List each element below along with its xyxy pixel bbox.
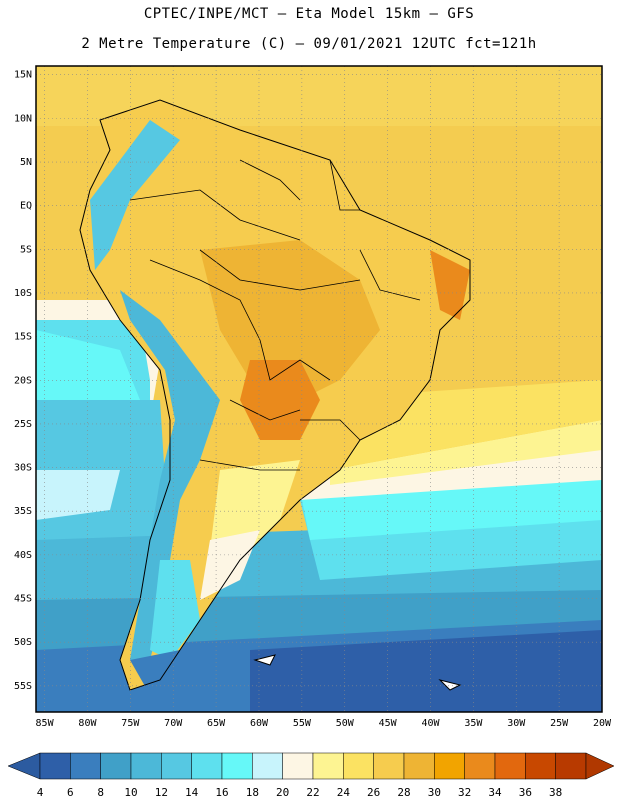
lon-tick-label: 80W (78, 718, 97, 729)
lon-tick-label: 35W (464, 718, 483, 729)
lon-tick-label: 55W (293, 718, 312, 729)
colorbar-swatch (252, 752, 283, 780)
colorbar-below-arrow (7, 752, 41, 780)
lon-tick-label: 20W (593, 718, 612, 729)
lat-tick-label: 55S (14, 681, 32, 692)
colorbar-swatch (221, 752, 253, 780)
colorbar-swatch (464, 752, 496, 780)
temperature-field (36, 66, 602, 712)
colorbar-level-label: 30 (428, 786, 441, 799)
colorbar-level-label: 10 (124, 786, 137, 799)
colorbar-level-label: 6 (67, 786, 74, 799)
colorbar-level-label: 28 (397, 786, 410, 799)
lat-tick-label: 30S (14, 463, 32, 474)
colorbar-level-label: 38 (549, 786, 562, 799)
lat-tick-label: 15N (14, 70, 32, 81)
lon-tick-label: 85W (36, 718, 55, 729)
colorbar-swatch (100, 752, 132, 780)
lat-tick-label: 25S (14, 419, 32, 430)
colorbar-swatch (343, 752, 374, 780)
colorbar-swatch (312, 752, 344, 780)
lat-tick-label: 10S (14, 288, 32, 299)
chart-title-line1: CPTEC/INPE/MCT – Eta Model 15km – GFS (143, 6, 475, 22)
colorbar-level-label: 36 (519, 786, 532, 799)
colorbar-level-label: 34 (488, 786, 502, 799)
colorbar-swatch (373, 752, 405, 780)
colorbar-level-label: 18 (246, 786, 259, 799)
lat-tick-label: 15S (14, 332, 32, 343)
lat-tick-label: 50S (14, 637, 32, 648)
colorbar-swatch (39, 752, 71, 780)
lon-tick-label: 40W (421, 718, 440, 729)
colorbar-swatch (555, 752, 587, 780)
lat-tick-label: EQ (20, 201, 32, 212)
country-borders (129, 159, 421, 471)
colorbar-swatch (403, 752, 435, 780)
latitude-labels: 15N 10N 5N EQ 5S 10S 15S 20S 25S 30S 35S 40S 45S 50S 5… (14, 70, 32, 692)
colorbar-level-label: 4 (37, 786, 44, 799)
colorbar-swatch (434, 752, 465, 780)
colorbar-level-label: 8 (97, 786, 104, 799)
lat-tick-label: 35S (14, 506, 32, 517)
lon-tick-label: 75W (121, 718, 140, 729)
lat-tick-label: 45S (14, 594, 32, 605)
lon-tick-label: 25W (550, 718, 569, 729)
lon-tick-label: 45W (379, 718, 398, 729)
lat-tick-label: 40S (14, 550, 32, 561)
lon-tick-label: 50W (336, 718, 355, 729)
colorbar-level-label: 26 (367, 786, 380, 799)
colorbar-level-label: 22 (306, 786, 319, 799)
colorbar-level-label: 14 (185, 786, 199, 799)
colorbar-swatch (282, 752, 314, 780)
colorbar-above-arrow (585, 752, 615, 780)
chart-title-line2: 2 Metre Temperature (C) – 09/01/2021 12U… (81, 36, 537, 52)
lon-tick-label: 65W (207, 718, 226, 729)
colorbar-level-label: 32 (458, 786, 471, 799)
colorbar-swatch (130, 752, 162, 780)
colorbar-swatch (191, 752, 223, 780)
lon-tick-label: 60W (250, 718, 269, 729)
colorbar-swatch (494, 752, 526, 780)
colorbar: 4 6 8 10 12 14 16 18 20 22 24 26 28 30 32 34 36 38 (7, 752, 615, 799)
lat-tick-label: 5S (20, 244, 32, 255)
lat-tick-label: 5N (20, 157, 32, 168)
lon-tick-label: 70W (164, 718, 183, 729)
colorbar-level-label: 20 (276, 786, 289, 799)
colorbar-level-label: 12 (155, 786, 168, 799)
map-frame (35, 65, 603, 713)
colorbar-swatch (161, 752, 192, 780)
colorbar-swatch (525, 752, 556, 780)
lat-tick-label: 10N (14, 113, 32, 124)
lat-tick-label: 20S (14, 375, 32, 386)
longitude-labels: 85W 80W 75W 70W 65W 60W 55W 50W 45W 40W 35W 30W 25W 2… (36, 718, 612, 729)
colorbar-level-label: 24 (337, 786, 351, 799)
lon-tick-label: 30W (507, 718, 526, 729)
colorbar-level-label: 16 (215, 786, 228, 799)
colorbar-swatch (70, 752, 101, 780)
